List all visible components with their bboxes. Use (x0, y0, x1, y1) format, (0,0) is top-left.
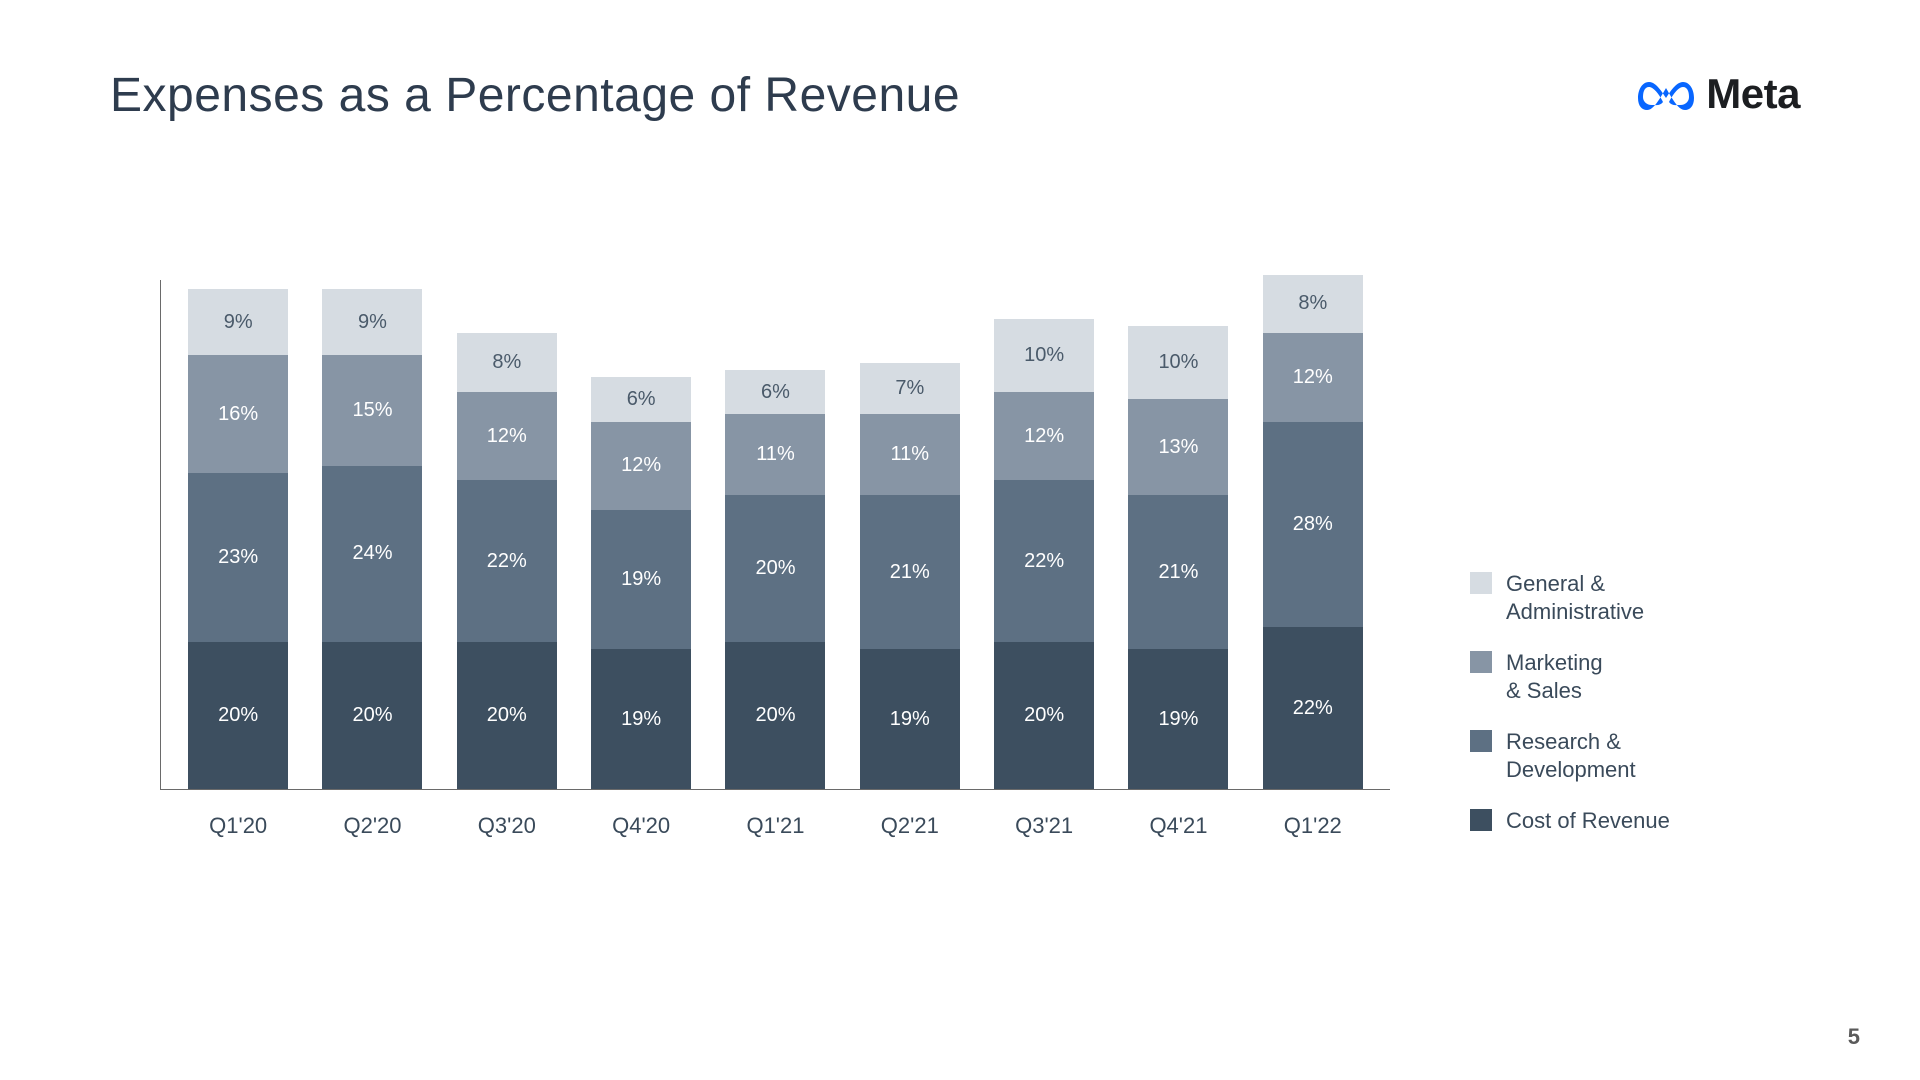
bar-segment-research-development: 20% (725, 495, 825, 642)
bar-segment-cost-of-revenue: 19% (860, 649, 960, 789)
legend-swatch (1470, 651, 1492, 673)
bar-segment-general-admin: 10% (994, 319, 1094, 393)
legend-item-marketing-sales: Marketing& Sales (1470, 649, 1670, 704)
bar-segment-cost-of-revenue: 20% (725, 642, 825, 789)
x-axis-label: Q4'21 (1128, 813, 1228, 839)
x-axis-label: Q4'20 (591, 813, 691, 839)
chart-plot: 20%23%16%9%20%24%15%9%20%22%12%8%19%19%1… (160, 280, 1390, 790)
bar-segment-research-development: 21% (860, 495, 960, 649)
infinity-icon (1636, 74, 1696, 114)
bar-segment-marketing-sales: 15% (322, 355, 422, 465)
bar-segment-research-development: 19% (591, 510, 691, 650)
bar-segment-cost-of-revenue: 20% (188, 642, 288, 789)
chart-xlabels: Q1'20 Q2'20 Q3'20 Q4'20 Q1'21 Q2'21 Q3'21 Q4'21… (161, 813, 1390, 839)
legend-swatch (1470, 809, 1492, 831)
legend-label: Cost of Revenue (1506, 807, 1670, 835)
bar-segment-general-admin: 9% (322, 289, 422, 355)
page-number: 5 (1848, 1024, 1860, 1050)
bar-segment-general-admin: 7% (860, 363, 960, 414)
bar-segment-cost-of-revenue: 20% (457, 642, 557, 789)
x-axis-label: Q1'21 (725, 813, 825, 839)
bar-segment-cost-of-revenue: 19% (1128, 649, 1228, 789)
legend-label: General &Administrative (1506, 570, 1644, 625)
logo-text: Meta (1706, 70, 1800, 118)
stacked-bar: 20%22%12%10% (994, 319, 1094, 789)
bar-segment-marketing-sales: 12% (1263, 333, 1363, 421)
slide-title: Expenses as a Percentage of Revenue (110, 68, 960, 123)
bar-segment-general-admin: 6% (725, 370, 825, 414)
stacked-bar: 19%21%13%10% (1128, 326, 1228, 789)
legend-item-research-development: Research &Development (1470, 728, 1670, 783)
bar-column: 20%20%11%6% (725, 370, 825, 789)
slide: Expenses as a Percentage of Revenue Meta… (0, 0, 1920, 1080)
bar-segment-research-development: 23% (188, 473, 288, 642)
bar-segment-marketing-sales: 12% (591, 422, 691, 510)
x-axis-label: Q2'21 (860, 813, 960, 839)
bar-segment-marketing-sales: 13% (1128, 399, 1228, 495)
bar-column: 19%21%13%10% (1128, 326, 1228, 789)
stacked-bar: 19%19%12%6% (591, 377, 691, 789)
legend-label: Marketing& Sales (1506, 649, 1603, 704)
x-axis-label: Q3'20 (457, 813, 557, 839)
bar-segment-marketing-sales: 11% (860, 414, 960, 495)
bar-segment-general-admin: 10% (1128, 326, 1228, 400)
chart-bars: 20%23%16%9%20%24%15%9%20%22%12%8%19%19%1… (161, 280, 1390, 789)
stacked-bar: 19%21%11%7% (860, 363, 960, 789)
bar-column: 19%21%11%7% (860, 363, 960, 789)
bar-segment-research-development: 22% (457, 480, 557, 642)
meta-logo: Meta (1636, 70, 1800, 118)
bar-segment-research-development: 28% (1263, 422, 1363, 628)
stacked-bar: 20%24%15%9% (322, 289, 422, 789)
bar-segment-general-admin: 9% (188, 289, 288, 355)
expenses-chart: 20%23%16%9%20%24%15%9%20%22%12%8%19%19%1… (160, 280, 1390, 820)
x-axis-label: Q1'22 (1263, 813, 1363, 839)
legend-item-general-admin: General &Administrative (1470, 570, 1670, 625)
bar-segment-research-development: 24% (322, 466, 422, 642)
bar-segment-general-admin: 8% (457, 333, 557, 392)
legend-label: Research &Development (1506, 728, 1636, 783)
x-axis-label: Q2'20 (322, 813, 422, 839)
bar-segment-general-admin: 6% (591, 377, 691, 421)
x-axis-label: Q1'20 (188, 813, 288, 839)
legend-swatch (1470, 572, 1492, 594)
legend-item-cost-of-revenue: Cost of Revenue (1470, 807, 1670, 835)
bar-segment-research-development: 21% (1128, 495, 1228, 649)
stacked-bar: 20%20%11%6% (725, 370, 825, 789)
bar-segment-cost-of-revenue: 22% (1263, 627, 1363, 789)
bar-segment-cost-of-revenue: 20% (994, 642, 1094, 789)
bar-column: 19%19%12%6% (591, 377, 691, 789)
bar-column: 20%23%16%9% (188, 289, 288, 789)
bar-segment-cost-of-revenue: 20% (322, 642, 422, 789)
stacked-bar: 22%28%12%8% (1263, 275, 1363, 789)
bar-segment-marketing-sales: 12% (994, 392, 1094, 480)
chart-legend: General &Administrative Marketing& Sales R… (1470, 570, 1670, 835)
bar-segment-general-admin: 8% (1263, 275, 1363, 334)
bar-column: 22%28%12%8% (1263, 275, 1363, 789)
bar-column: 20%22%12%8% (457, 333, 557, 789)
bar-segment-research-development: 22% (994, 480, 1094, 642)
stacked-bar: 20%22%12%8% (457, 333, 557, 789)
legend-swatch (1470, 730, 1492, 752)
bar-column: 20%24%15%9% (322, 289, 422, 789)
bar-segment-marketing-sales: 11% (725, 414, 825, 495)
bar-segment-marketing-sales: 12% (457, 392, 557, 480)
bar-segment-marketing-sales: 16% (188, 355, 288, 473)
stacked-bar: 20%23%16%9% (188, 289, 288, 789)
x-axis-label: Q3'21 (994, 813, 1094, 839)
bar-column: 20%22%12%10% (994, 319, 1094, 789)
bar-segment-cost-of-revenue: 19% (591, 649, 691, 789)
